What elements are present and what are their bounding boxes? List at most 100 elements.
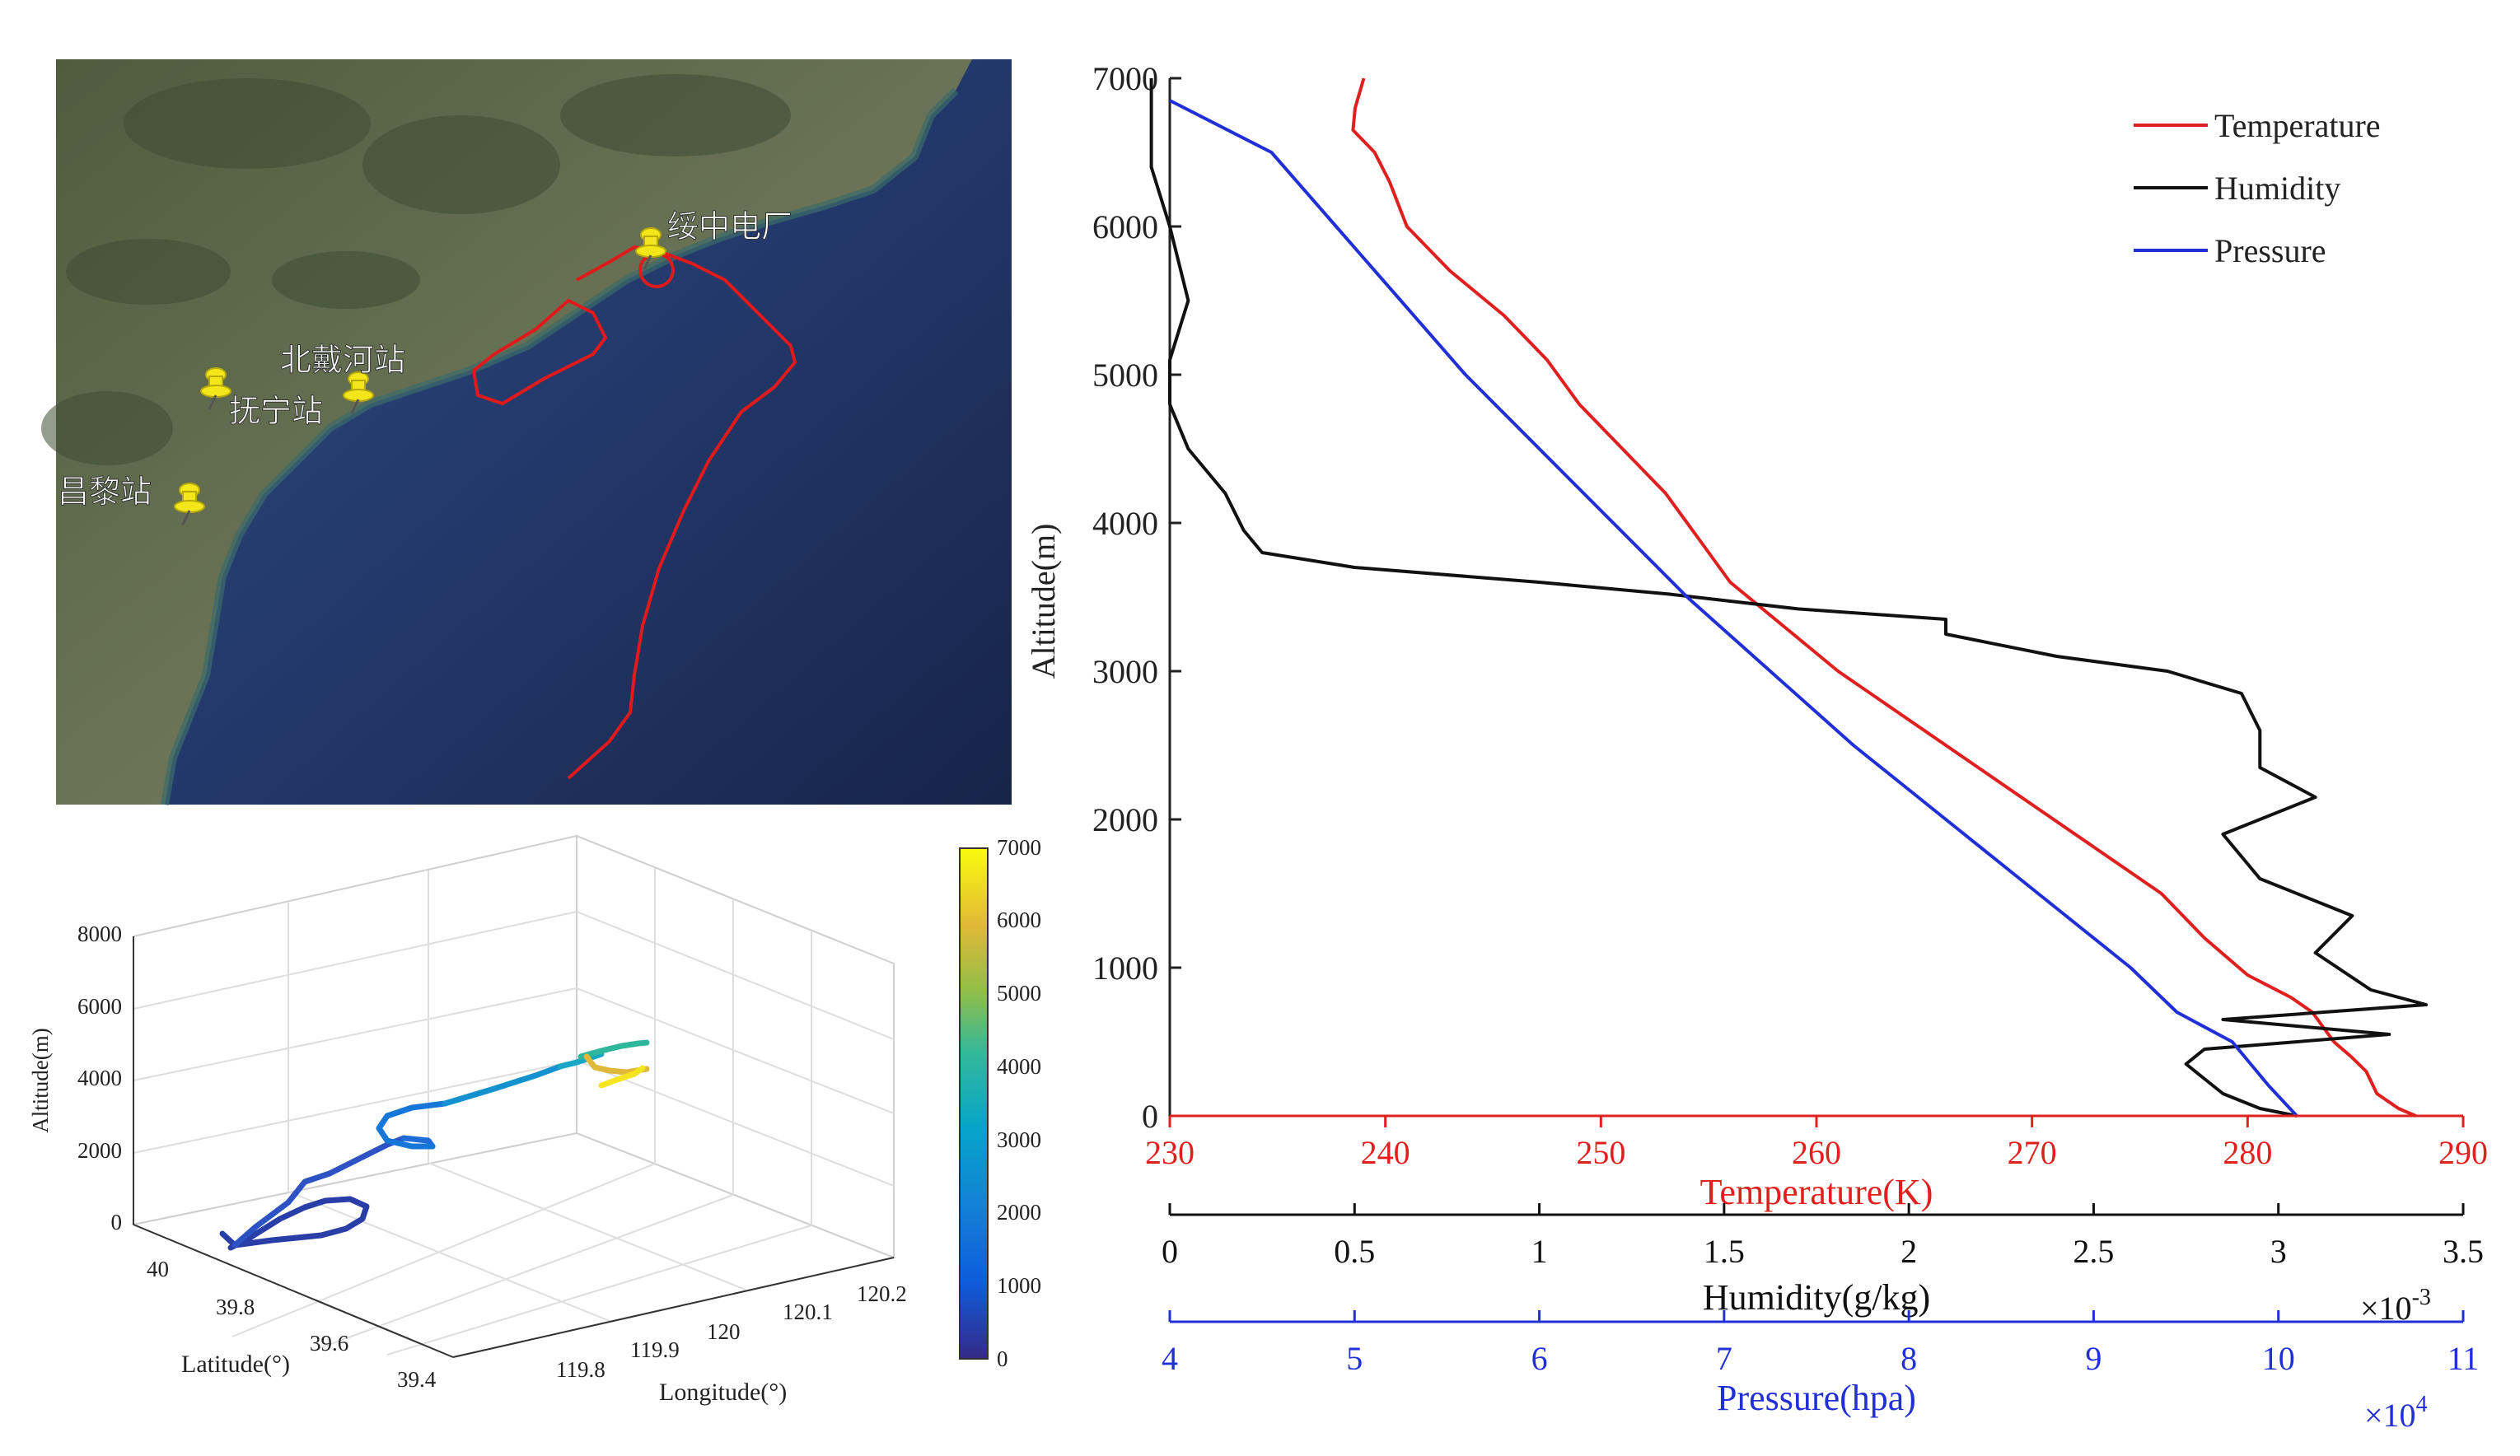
temperature-axis: 230 240 250 260 270 280 290 Temperature(K) [1145,1114,2488,1212]
colorbar-tick: 4000 [997,1054,1041,1079]
pushpin-icon [635,227,666,270]
humidity-ticks: 0 0.5 1 1.5 2 2.5 3 3.5 [1162,1203,2484,1270]
series-line-temperature [1351,77,2417,1118]
humidity-multiplier-exp: -3 [2412,1285,2431,1310]
colorbar [959,847,989,1360]
x-ticks: 119.8 119.9 120 120.1 120.2 [556,1281,907,1382]
legend-label: Temperature [2214,107,2381,144]
altitude-tick-label: 1000 [1092,950,1158,987]
x-tick: 120.2 [857,1281,907,1306]
legend-label: Pressure [2214,232,2326,269]
station-label: 绥中电厂 [667,210,792,245]
temperature-tick-label: 250 [1576,1134,1625,1171]
legend: Temperature Humidity Pressure [2134,107,2381,269]
temperature-axis-label: Temperature(K) [1700,1172,1933,1212]
humidity-axis-label: Humidity(g/kg) [1703,1277,1930,1318]
colorbar-tick: 5000 [997,981,1041,1006]
temperature-tick-label: 230 [1145,1134,1195,1171]
humidity-tick-label: 3 [2270,1233,2287,1270]
y-tick: 40 [147,1257,169,1281]
z-tick: 6000 [77,994,122,1019]
pressure-axis: 4 5 6 7 8 9 10 11 Pressure(hpa) ×104 [1162,1310,2479,1434]
satellite-map: 绥中电厂 北戴河站 抚宁站 [41,59,1012,805]
profile-chart: 0 1000 2000 3000 4000 5000 6000 7000 Altitude(m… [1025,60,2488,1434]
pressure-multiplier-base: ×10 [2364,1397,2416,1434]
station-label: 昌黎站 [58,475,152,510]
flight-track-loop [471,298,608,406]
pressure-tick-label: 11 [2448,1340,2480,1377]
pressure-tick-label: 8 [1901,1340,1917,1377]
pressure-multiplier-exp: 4 [2416,1392,2428,1417]
trajectory-path [219,1039,650,1251]
colorbar-ticks: 0 1000 2000 3000 4000 5000 6000 7000 [997,835,1041,1371]
pressure-tick-label: 7 [1716,1340,1732,1377]
temperature-tick-label: 270 [2008,1134,2057,1171]
altitude-tick-label: 5000 [1092,357,1158,394]
pushpin-icon [200,367,231,410]
z-ticks: 0 2000 4000 6000 8000 [77,922,122,1234]
colorbar-tick: 2000 [997,1200,1041,1225]
temperature-tick-label: 260 [1792,1134,1841,1171]
temperature-tick-label: 290 [2438,1134,2488,1171]
coast-shallow [161,87,959,805]
x-tick: 119.9 [630,1337,680,1362]
humidity-tick-label: 3.5 [2443,1233,2484,1270]
colorbar-tick: 6000 [997,908,1041,932]
x-tick: 120 [707,1319,741,1344]
pressure-tick-label: 6 [1531,1340,1548,1377]
colorbar-tick: 1000 [997,1273,1041,1298]
pushpin-icon [343,371,374,414]
station-label: 北戴河站 [280,343,405,378]
colorbar-tick: 0 [997,1346,1008,1371]
z-tick: 8000 [77,922,122,946]
altitude-tick-label: 6000 [1092,208,1158,245]
pushpin-icon [174,483,205,525]
trajectory-3d-plot: 0 2000 4000 6000 8000 Altitude(m) 40 39.… [28,834,1041,1406]
series-line-pressure [1169,99,2298,1118]
altitude-tick-label: 3000 [1092,653,1158,690]
legend-label: Humidity [2214,170,2340,207]
x-axis-label: Longitude(°) [659,1379,787,1406]
legend-item-pressure: Pressure [2134,232,2326,269]
humidity-tick-label: 2 [1901,1233,1917,1270]
x-tick: 120.1 [783,1300,833,1324]
z-axis-label: Altitude(m) [28,1028,53,1132]
station-changli[interactable]: 昌黎站 [58,475,205,525]
temperature-ticks: 230 240 250 260 270 280 290 [1145,1116,2488,1171]
station-funing[interactable]: 抚宁站 [200,367,324,430]
z-tick: 2000 [77,1138,122,1163]
colorbar-tick: 7000 [997,835,1041,860]
legend-item-humidity: Humidity [2134,170,2340,207]
y-axis-label: Latitude(°) [181,1351,290,1378]
temperature-tick-label: 280 [2223,1134,2272,1171]
pressure-ticks: 4 5 6 7 8 9 10 11 [1162,1310,2479,1377]
pressure-multiplier: ×104 [2364,1392,2428,1434]
station-beidaihe[interactable]: 北戴河站 [280,343,406,414]
altitude-ticks: 0 1000 2000 3000 4000 5000 6000 7000 [1092,60,1181,1135]
mountain-texture [41,74,791,465]
pressure-tick-label: 4 [1162,1340,1178,1377]
y-tick: 39.6 [310,1331,348,1356]
map-sea [165,59,1012,805]
pressure-tick-label: 10 [2262,1340,2295,1377]
altitude-tick-label: 0 [1142,1098,1158,1135]
z-tick: 0 [111,1210,123,1234]
colorbar-tick: 3000 [997,1127,1041,1152]
altitude-axis-label: Altitude(m) [1025,524,1062,679]
station-suizhong[interactable]: 绥中电厂 [635,210,793,270]
y-tick: 39.8 [216,1295,255,1319]
y-ticks: 40 39.8 39.6 39.4 [147,1257,437,1392]
humidity-tick-label: 2.5 [2073,1233,2114,1270]
humidity-tick-label: 1.5 [1704,1233,1745,1270]
pressure-tick-label: 5 [1346,1340,1363,1377]
pressure-tick-label: 9 [2085,1340,2102,1377]
pressure-axis-label: Pressure(hpa) [1717,1378,1916,1418]
altitude-tick-label: 2000 [1092,801,1158,838]
x-tick: 119.8 [556,1357,605,1382]
altitude-tick-label: 4000 [1092,505,1158,542]
altitude-tick-label: 7000 [1092,60,1158,97]
series-layer [1149,77,2429,1118]
station-label: 抚宁站 [229,394,323,429]
humidity-multiplier: ×10-3 [2360,1285,2431,1327]
legend-item-temperature: Temperature [2134,107,2381,144]
